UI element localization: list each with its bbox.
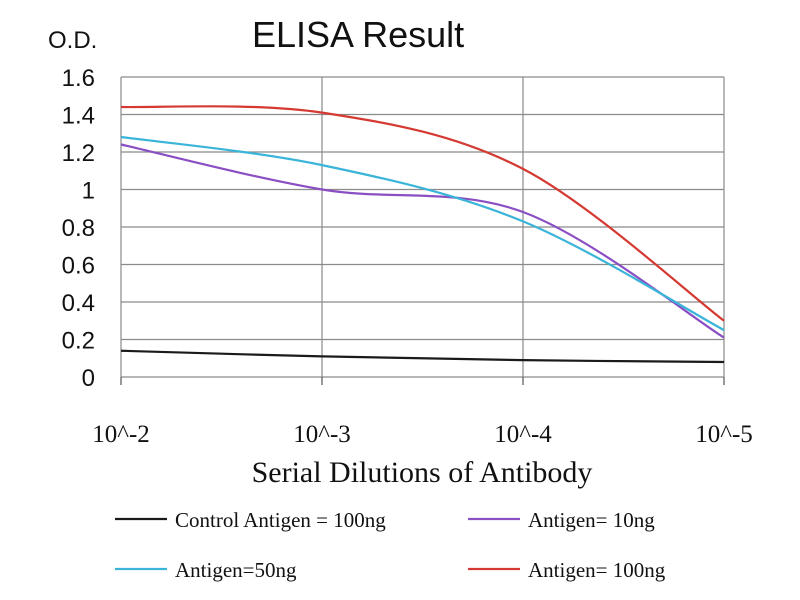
x-axis-label: Serial Dilutions of Antibody: [252, 456, 593, 489]
series-line-0: [120, 349, 725, 364]
legend-label-2: Antigen=50ng: [175, 558, 297, 582]
legend-label-3: Antigen= 100ng: [528, 558, 666, 582]
y-tick-label: 0.2: [62, 328, 95, 355]
y-tick-label: 0.8: [62, 215, 95, 242]
x-tick-label: 10^-2: [92, 421, 150, 448]
y-tick-label: 1.4: [62, 103, 95, 130]
y-tick-label: 0: [82, 365, 95, 392]
legend: Control Antigen = 100ng Antigen= 10ng Anti…: [115, 508, 666, 582]
y-tick-label: 0.4: [62, 290, 95, 317]
y-tick-label: 1: [82, 178, 95, 205]
x-tick-label: 10^-3: [293, 421, 351, 448]
x-tick-label: 10^-5: [695, 421, 753, 448]
y-tick-label: 0.6: [62, 253, 95, 280]
legend-label-1: Antigen= 10ng: [528, 508, 655, 532]
series-line-2: [120, 135, 725, 332]
y-tick-label: 1.6: [62, 65, 95, 92]
y-axis-label: O.D.: [48, 27, 97, 54]
x-tick-label: 10^-4: [494, 421, 552, 448]
legend-label-0: Control Antigen = 100ng: [175, 508, 386, 532]
series-line-3: [120, 105, 725, 322]
series-line-1: [120, 143, 725, 339]
chart-title: ELISA Result: [252, 14, 464, 55]
plot-area: 0 0.2 0.4 0.6 0.8 1 1.2 1.4 1.6 10^-2 10^-3 10^-4 10…: [62, 65, 753, 448]
y-tick-label: 1.2: [62, 140, 95, 167]
